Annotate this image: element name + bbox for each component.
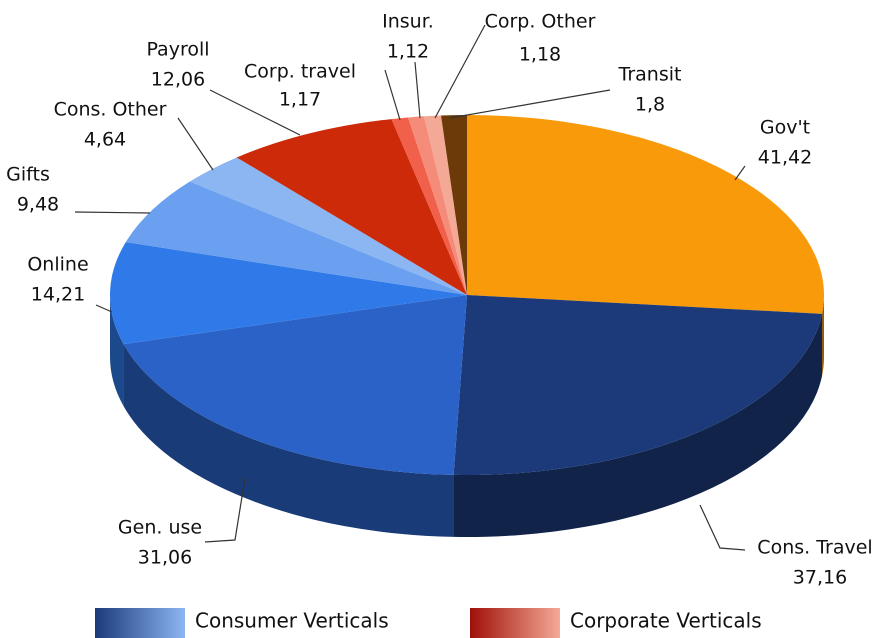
value-label: 4,64: [84, 129, 126, 151]
slice-side: [110, 295, 124, 407]
slice: [391, 117, 467, 295]
value-label: 41,42: [758, 147, 812, 169]
leader-line: [177, 117, 214, 171]
leader-line: [204, 477, 246, 543]
leader-line: [95, 304, 113, 313]
slice-label: Insur.: [382, 11, 434, 33]
leader-line: [209, 89, 301, 136]
slice: [453, 295, 823, 475]
slice-label: Corp. travel: [244, 61, 356, 83]
slice: [408, 116, 467, 295]
slice: [441, 115, 467, 295]
slice-label: Cons. Other: [54, 99, 167, 121]
value-label: 1,17: [279, 89, 321, 111]
slice: [467, 115, 824, 314]
value-label: 14,21: [31, 284, 85, 306]
slice-label: Gov't: [760, 117, 810, 139]
leader-line: [74, 211, 151, 214]
value-label: 1,8: [635, 94, 665, 116]
value-label: 37,16: [793, 567, 847, 589]
slice: [424, 115, 467, 295]
slice: [236, 119, 467, 295]
leader-line: [699, 504, 746, 551]
leader-line: [384, 69, 401, 121]
slice-label: Gifts: [6, 164, 50, 186]
slice-side: [123, 344, 454, 537]
slice-side: [822, 295, 824, 376]
value-label: 31,06: [138, 547, 192, 569]
slice: [125, 181, 467, 295]
value-label: 9,48: [17, 194, 59, 216]
value-label: 1,12: [387, 41, 429, 63]
legend-swatch: [95, 608, 185, 638]
legend-label: Corporate Verticals: [570, 609, 762, 633]
value-label: 1,18: [519, 44, 561, 66]
leader-line: [434, 24, 486, 119]
slice-side: [453, 313, 823, 538]
slice-label: Cons. Travel: [757, 537, 872, 559]
value-label: 12,06: [151, 69, 205, 91]
slice-label: Payroll: [146, 39, 209, 61]
leader-line: [414, 61, 421, 119]
slice-label: Corp. Other: [485, 11, 596, 33]
slice-label: Transit: [618, 64, 682, 86]
leader-line: [449, 89, 611, 119]
leader-line: [734, 165, 746, 181]
slice: [189, 157, 468, 295]
slice-label: Gen. use: [118, 517, 202, 539]
legend-swatch: [470, 608, 560, 638]
slice: [123, 295, 467, 475]
slice-label: Online: [27, 254, 88, 276]
slice: [110, 242, 467, 345]
legend-label: Consumer Verticals: [195, 609, 389, 633]
